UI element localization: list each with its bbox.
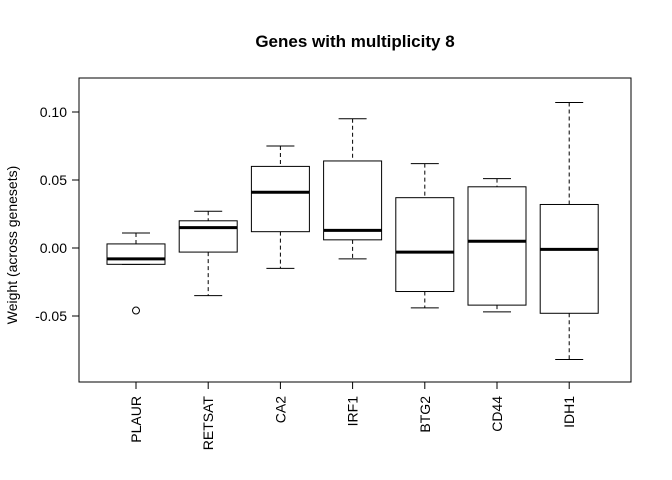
x-tick-label: PLAUR — [128, 396, 144, 443]
y-tick-label: 0.05 — [40, 172, 67, 188]
y-axis: 0.10 0.05 0.00 -0.05 — [35, 104, 80, 324]
box-cd44 — [467, 178, 527, 313]
box-idh1 — [539, 101, 599, 361]
y-tick-label: -0.05 — [35, 308, 67, 324]
outlier-point — [132, 306, 140, 315]
x-tick-label: IRF1 — [345, 396, 361, 427]
iqr-box — [323, 160, 383, 241]
x-tick-label: IDH1 — [561, 396, 577, 428]
y-tick-label: 0.00 — [40, 240, 67, 256]
chart-title: Genes with multiplicity 8 — [255, 32, 454, 51]
iqr-box — [178, 220, 238, 253]
iqr-box — [539, 203, 599, 314]
y-axis-label: Weight (across genesets) — [4, 166, 20, 324]
box-irf1 — [323, 118, 383, 260]
box-ca2 — [250, 145, 310, 269]
iqr-box — [395, 197, 455, 293]
box-plaur — [106, 232, 166, 315]
x-tick-label: CA2 — [272, 396, 288, 423]
x-tick-label: BTG2 — [417, 396, 433, 433]
x-tick-label: CD44 — [489, 396, 505, 432]
box-series — [106, 101, 599, 361]
iqr-box — [467, 186, 527, 306]
box-retsat — [178, 210, 238, 297]
box-btg2 — [395, 163, 455, 309]
x-axis: PLAUR RETSAT CA2 IRF1 BTG2 CD44 IDH1 — [128, 381, 577, 451]
iqr-box — [106, 243, 166, 265]
x-tick-label: RETSAT — [200, 396, 216, 451]
iqr-box — [250, 165, 310, 233]
y-tick-label: 0.10 — [40, 104, 67, 120]
